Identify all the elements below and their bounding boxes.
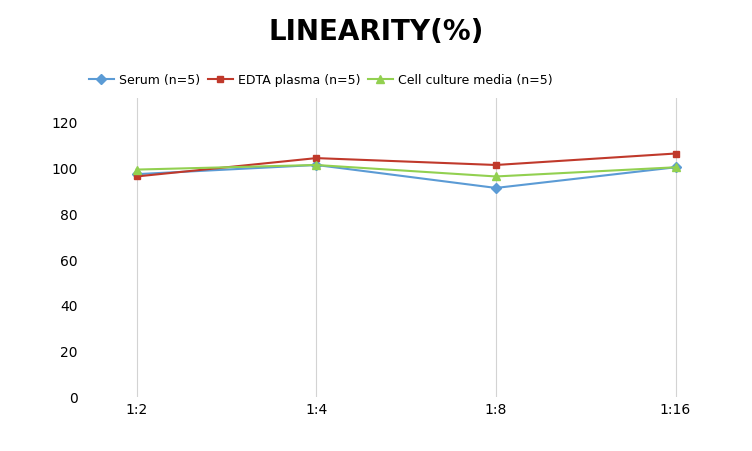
EDTA plasma (n=5)	[312, 156, 321, 161]
EDTA plasma (n=5)	[132, 175, 141, 180]
Cell culture media (n=5)	[312, 163, 321, 168]
Cell culture media (n=5)	[491, 175, 500, 180]
Line: Cell culture media (n=5): Cell culture media (n=5)	[132, 161, 680, 181]
Serum (n=5)	[132, 172, 141, 178]
Line: EDTA plasma (n=5): EDTA plasma (n=5)	[133, 151, 679, 180]
Serum (n=5)	[671, 165, 680, 170]
Text: LINEARITY(%): LINEARITY(%)	[268, 18, 484, 46]
Legend: Serum (n=5), EDTA plasma (n=5), Cell culture media (n=5): Serum (n=5), EDTA plasma (n=5), Cell cul…	[89, 74, 552, 87]
Serum (n=5)	[312, 163, 321, 168]
Cell culture media (n=5)	[132, 167, 141, 173]
Line: Serum (n=5): Serum (n=5)	[133, 162, 679, 192]
Cell culture media (n=5)	[671, 165, 680, 170]
EDTA plasma (n=5)	[491, 163, 500, 168]
EDTA plasma (n=5)	[671, 152, 680, 157]
Serum (n=5)	[491, 186, 500, 191]
